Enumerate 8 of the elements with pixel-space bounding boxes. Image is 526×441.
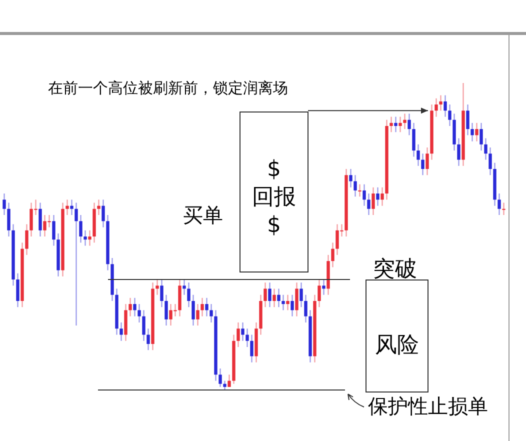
- annotation: $ 回报 $: [240, 112, 308, 272]
- ref-line-label: 买单: [183, 203, 223, 227]
- ref-line-label: 保护性止损单: [368, 394, 488, 418]
- chart-title: 在前一个高位被刷新前，锁定润离场: [48, 79, 288, 97]
- annotation: 风险: [366, 280, 428, 392]
- annotation: $ 回报 $: [252, 157, 296, 238]
- annotation: 突破: [373, 257, 417, 282]
- annotation: 风险: [375, 333, 419, 358]
